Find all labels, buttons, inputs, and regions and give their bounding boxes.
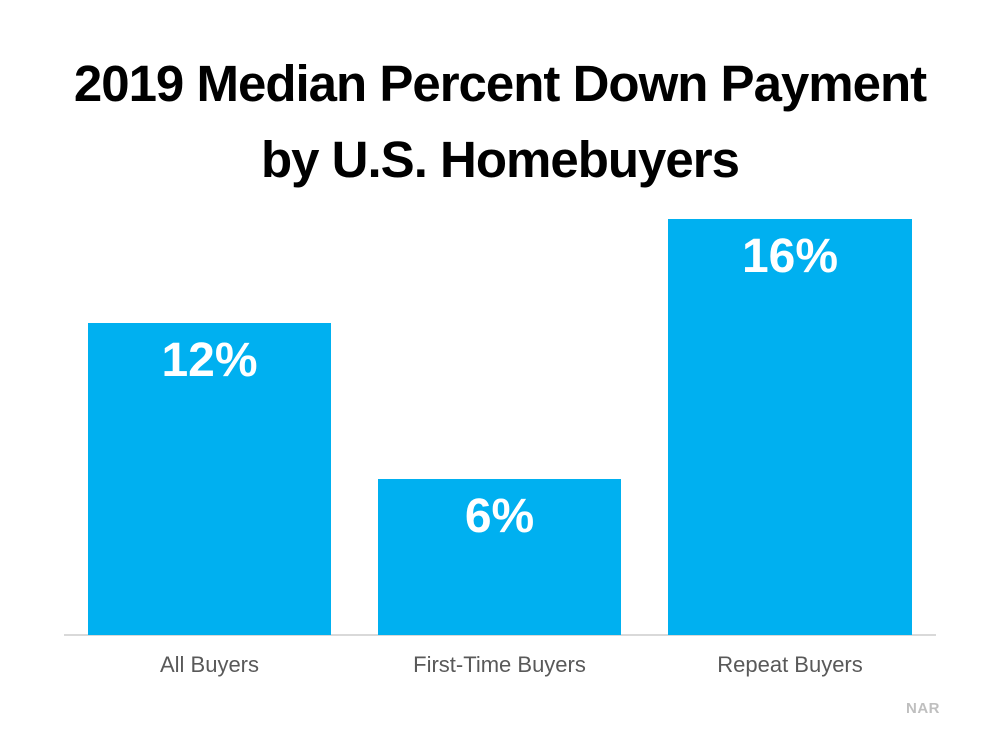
bar-all-buyers: 12% xyxy=(88,323,331,635)
chart-title-line1: 2019 Median Percent Down Payment xyxy=(73,55,927,112)
source-attribution: NAR xyxy=(906,700,940,717)
bar-value-label-all-buyers: 12% xyxy=(161,334,258,387)
x-axis-line xyxy=(64,634,936,636)
x-axis-label-repeat-buyers: Repeat Buyers xyxy=(717,652,863,677)
bar-value-label-first-time-buyers: 6% xyxy=(464,490,535,543)
bar-repeat-buyers: 16% xyxy=(668,219,912,635)
bar-value-label-repeat-buyers: 16% xyxy=(741,230,839,283)
bar-first-time-buyers: 6% xyxy=(378,479,621,635)
x-axis-label-first-time-buyers: First-Time Buyers xyxy=(413,652,586,677)
chart-title: 2019 Median Percent Down Payment by U.S.… xyxy=(0,46,1000,198)
x-axis-label-all-buyers: All Buyers xyxy=(159,652,260,677)
chart-title-line2: by U.S. Homebuyers xyxy=(261,131,740,188)
